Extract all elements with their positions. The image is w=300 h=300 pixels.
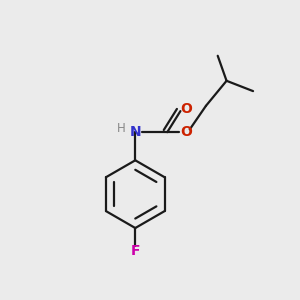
Text: F: F bbox=[130, 244, 140, 258]
Text: N: N bbox=[130, 125, 141, 139]
Text: O: O bbox=[180, 125, 192, 139]
Text: O: O bbox=[180, 102, 192, 116]
Text: H: H bbox=[117, 122, 125, 135]
